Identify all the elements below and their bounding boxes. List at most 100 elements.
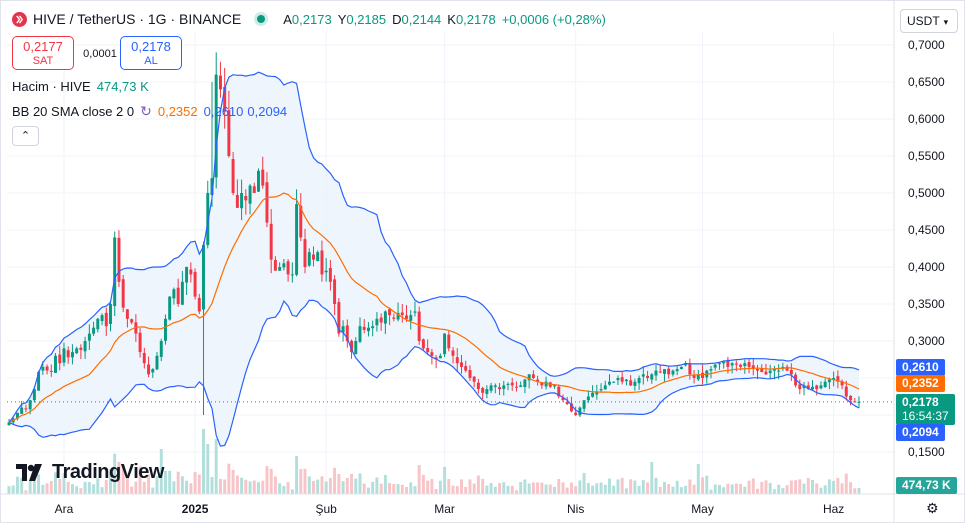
candles: [7, 52, 861, 426]
candle-body: [646, 375, 650, 378]
candle-body: [565, 401, 569, 404]
low-label: D: [392, 11, 402, 27]
candle-body: [405, 315, 408, 319]
volume-bar: [476, 475, 480, 494]
candle-body: [540, 382, 544, 386]
candle-body: [87, 333, 91, 341]
candle-body: [667, 368, 671, 375]
volume-bar: [578, 480, 582, 494]
volume-legend[interactable]: Hacim · HIVE 474,73 K: [12, 79, 149, 94]
candle-body: [219, 75, 222, 90]
candle-body: [443, 333, 447, 355]
close-label: K: [447, 11, 456, 27]
candle-body: [49, 370, 53, 372]
indicator-settings-icon[interactable]: ↻: [140, 103, 152, 119]
candle-body: [527, 374, 531, 381]
volume-bar: [189, 483, 193, 494]
candle-body: [688, 363, 692, 375]
candle-body: [836, 376, 840, 382]
candle-body: [654, 370, 658, 376]
volume-bar: [739, 484, 743, 494]
candle-body: [798, 384, 802, 390]
symbol-title[interactable]: HIVE / TetherUS · 1G · BINANCE: [33, 11, 242, 27]
bb-legend[interactable]: BB 20 SMA close 2 0 ↻ 0,2352 0,2610 0,20…: [12, 103, 287, 120]
candle-body: [476, 382, 480, 390]
candle-body: [282, 263, 286, 268]
candle-body: [358, 326, 362, 342]
candle-body: [460, 362, 463, 367]
candle-body: [629, 380, 633, 386]
candle-body: [58, 354, 62, 364]
gear-icon[interactable]: ⚙: [926, 500, 939, 516]
currency-select[interactable]: USDT ▾: [900, 9, 958, 33]
candle-body: [561, 397, 565, 401]
volume-bar: [273, 476, 277, 494]
x-tick-label: Nis: [567, 502, 584, 516]
y-tick-label: 0,5000: [908, 186, 945, 200]
candle-body: [485, 389, 489, 394]
candle-body: [269, 223, 273, 260]
volume-bar: [675, 480, 679, 494]
candle-body: [109, 304, 112, 324]
volume-bar: [282, 485, 286, 494]
candle-body: [328, 268, 332, 282]
volume-bar: [79, 488, 83, 494]
volume-bar: [117, 461, 121, 494]
candle-body: [557, 386, 561, 397]
volume-bar: [764, 480, 768, 494]
candle-body: [197, 298, 201, 312]
volume-bar: [591, 485, 595, 494]
candle-body: [176, 287, 180, 304]
volume-bar: [548, 484, 552, 494]
sell-button[interactable]: 0,2177 SAT: [12, 36, 74, 70]
candle-body: [574, 412, 578, 415]
candle-body: [320, 250, 324, 275]
candle-body: [354, 341, 358, 355]
volume-bar: [417, 465, 421, 494]
candle-body: [722, 361, 726, 364]
volume-bar: [7, 486, 11, 494]
candle-body: [388, 309, 392, 316]
candle-body: [426, 348, 430, 353]
y-tick-label: 0,7000: [908, 38, 945, 52]
volume-bar: [849, 482, 853, 494]
candle-body: [726, 359, 730, 367]
candle-body: [827, 379, 831, 383]
candle-body: [675, 369, 679, 372]
volume-bar: [481, 478, 485, 494]
volume-bar: [451, 485, 455, 494]
volume-bar: [540, 482, 544, 494]
volume-bar: [400, 484, 404, 494]
candle-body: [756, 368, 759, 371]
buy-button[interactable]: 0,2178 AL: [120, 36, 182, 70]
candle-body: [544, 381, 548, 387]
candle-body: [362, 326, 366, 330]
volume-bar: [832, 480, 836, 494]
volume-bar: [836, 477, 840, 494]
volume-bar: [295, 456, 299, 494]
candle-body: [189, 269, 193, 275]
candle-body: [113, 237, 117, 306]
candle-body: [751, 365, 755, 370]
volume-bar: [396, 484, 400, 494]
candle-body: [240, 193, 244, 209]
volume-bar: [307, 476, 311, 494]
volume-bar: [646, 482, 650, 494]
collapse-legend-button[interactable]: ⌃: [12, 126, 39, 146]
high-value: 0,2185: [346, 11, 387, 27]
candle-body: [147, 364, 151, 375]
candle-body: [472, 376, 476, 382]
candle-body: [570, 403, 573, 412]
volume-bar: [667, 484, 671, 494]
volume-bar: [299, 469, 303, 494]
open-label: A: [283, 11, 292, 27]
volume-bar: [100, 487, 104, 494]
volume-bar: [168, 470, 172, 494]
volume-bar: [66, 482, 70, 494]
volume-bar: [798, 479, 802, 494]
x-tick-label: May: [691, 502, 714, 516]
chevron-down-icon: ▾: [943, 17, 949, 27]
candle-body: [815, 385, 819, 390]
volume-bar: [206, 444, 210, 494]
volume-bar: [75, 486, 79, 494]
